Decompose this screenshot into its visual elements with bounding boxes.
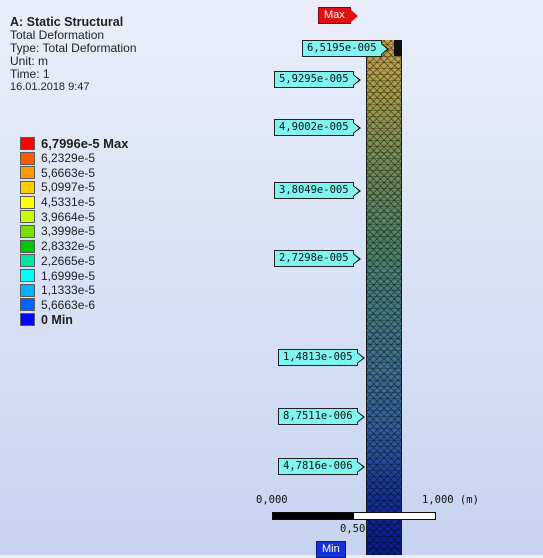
legend-label: 1,6999e-5 [41, 268, 96, 283]
legend-swatch [20, 254, 35, 268]
legend-swatch [20, 166, 35, 180]
result-time: Time: 1 [10, 67, 50, 81]
legend-swatch [20, 283, 35, 297]
legend-row: 5,6663e-6 [20, 298, 128, 313]
probe-label[interactable]: 5,9295e-005 [274, 71, 361, 88]
scale-bar [272, 512, 436, 520]
result-unit: Unit: m [10, 54, 49, 68]
legend-label: 3,9664e-5 [41, 209, 96, 224]
probe-label[interactable]: 2,7298e-005 [274, 250, 361, 267]
legend-row: 3,3998e-5 [20, 224, 128, 239]
legend-label: 6,7996e-5 Max [41, 135, 129, 151]
legend-row: 5,6663e-5 [20, 165, 128, 180]
legend-label: 6,2329e-5 [41, 151, 96, 166]
result-name: Total Deformation [10, 28, 105, 42]
result-type: Type: Total Deformation [10, 41, 137, 55]
probe-label[interactable]: 3,8049e-005 [274, 182, 361, 199]
legend-row: 5,0997e-5 [20, 180, 128, 195]
analysis-title: A: Static Structural [10, 15, 124, 29]
legend-swatch [20, 210, 35, 224]
legend-swatch [20, 224, 35, 238]
max-tag[interactable]: Max [318, 7, 358, 24]
legend-swatch [20, 298, 35, 312]
probe-label[interactable]: 8,7511e-006 [278, 408, 365, 425]
legend-row: 2,8332e-5 [20, 239, 128, 254]
legend-label: 4,5331e-5 [41, 195, 96, 210]
legend-row: 3,9664e-5 [20, 209, 128, 224]
legend-label: 5,6663e-5 [41, 165, 96, 180]
contour-legend: 6,7996e-5 Max 6,2329e-5 5,6663e-5 5,0997… [20, 136, 128, 327]
probe-label[interactable]: 1,4813e-005 [278, 349, 365, 366]
result-timestamp: 16.01.2018 9:47 [10, 81, 90, 93]
legend-row: 6,7996e-5 Max [20, 136, 128, 151]
meshed-column-body[interactable] [366, 40, 402, 555]
legend-row: 0 Min [20, 312, 128, 327]
legend-label: 2,2665e-5 [41, 253, 96, 268]
scale-mid-label: 0,50 [340, 523, 366, 535]
legend-row: 4,5331e-5 [20, 195, 128, 210]
probe-label[interactable]: 4,7816e-006 [278, 458, 365, 475]
probe-label[interactable]: 6,5195e-005 [302, 40, 389, 57]
scale-left-label: 0,000 [256, 494, 288, 506]
legend-label: 2,8332e-5 [41, 239, 96, 254]
probe-label[interactable]: 4,9002e-005 [274, 119, 361, 136]
legend-row: 1,6999e-5 [20, 268, 128, 283]
legend-row: 2,2665e-5 [20, 254, 128, 269]
legend-row: 1,1333e-5 [20, 283, 128, 298]
legend-swatch [20, 136, 35, 150]
min-tag[interactable]: Min [316, 541, 346, 558]
legend-label: 5,0997e-5 [41, 180, 96, 195]
legend-label: 3,3998e-5 [41, 224, 96, 239]
legend-swatch [20, 151, 35, 165]
legend-swatch [20, 239, 35, 253]
legend-label: 1,1333e-5 [41, 283, 96, 298]
scale-bar-filled-half [273, 513, 354, 519]
legend-swatch [20, 180, 35, 194]
legend-swatch [20, 195, 35, 209]
legend-row: 6,2329e-5 [20, 151, 128, 166]
column-top-edge [394, 40, 402, 56]
result-info: A: Static Structural Total Deformation T… [10, 16, 137, 94]
legend-label: 0 Min [41, 312, 73, 327]
scale-right-label: 1,000 (m) [422, 494, 479, 506]
legend-label: 5,6663e-6 [41, 297, 96, 312]
legend-swatch [20, 269, 35, 283]
legend-swatch [20, 313, 35, 327]
